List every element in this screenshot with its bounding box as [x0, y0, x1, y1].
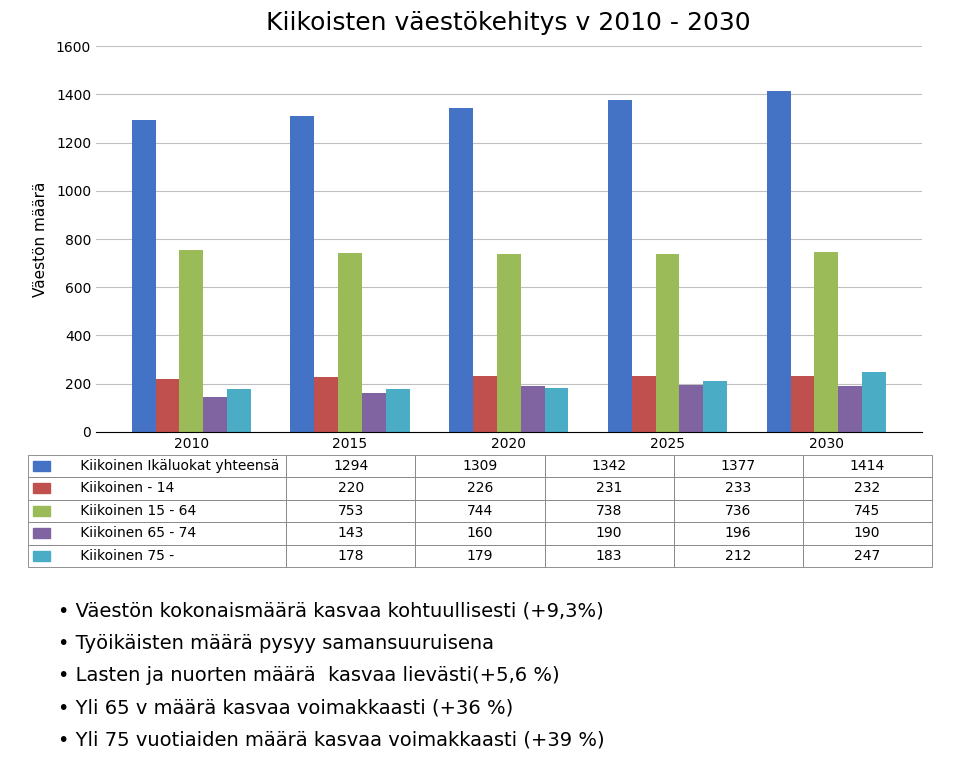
- Bar: [520, 386, 544, 432]
- Bar: [791, 376, 814, 432]
- Bar: [656, 254, 680, 432]
- Text: • Väestön kokonaismäärä kasvaa kohtuullisesti (+9,3%): • Väestön kokonaismäärä kasvaa kohtuulli…: [58, 601, 603, 621]
- Text: • Lasten ja nuorten määrä  kasvaa lievästi(+5,6 %): • Lasten ja nuorten määrä kasvaa lieväst…: [58, 666, 560, 685]
- Bar: [180, 251, 204, 432]
- Bar: [156, 379, 180, 432]
- Bar: [132, 120, 156, 432]
- Bar: [632, 375, 656, 432]
- Text: • Työikäisten määrä pysyy samansuuruisena: • Työikäisten määrä pysyy samansuuruisen…: [58, 634, 493, 653]
- Bar: [497, 254, 520, 432]
- Bar: [680, 385, 704, 432]
- Bar: [838, 386, 862, 432]
- X-axis label: Sukupuolet yhteensä: Sukupuolet yhteensä: [428, 456, 589, 471]
- Bar: [767, 91, 791, 432]
- Bar: [544, 388, 568, 432]
- Bar: [204, 397, 227, 432]
- Title: Kiikoisten väestökehitys v 2010 - 2030: Kiikoisten väestökehitys v 2010 - 2030: [267, 11, 751, 35]
- Bar: [314, 377, 338, 432]
- Bar: [386, 389, 410, 432]
- Bar: [704, 381, 727, 432]
- Bar: [473, 376, 497, 432]
- Text: • Yli 65 v määrä kasvaa voimakkaasti (+36 %): • Yli 65 v määrä kasvaa voimakkaasti (+3…: [58, 699, 513, 718]
- Bar: [862, 372, 886, 432]
- Text: • Yli 75 vuotiaiden määrä kasvaa voimakkaasti (+39 %): • Yli 75 vuotiaiden määrä kasvaa voimakk…: [58, 731, 604, 750]
- Bar: [362, 393, 386, 432]
- Y-axis label: Väestön määrä: Väestön määrä: [33, 181, 48, 297]
- Bar: [338, 253, 362, 432]
- Bar: [449, 109, 473, 432]
- Bar: [814, 252, 838, 432]
- Bar: [227, 389, 251, 432]
- Bar: [608, 100, 632, 432]
- Bar: [291, 116, 314, 432]
